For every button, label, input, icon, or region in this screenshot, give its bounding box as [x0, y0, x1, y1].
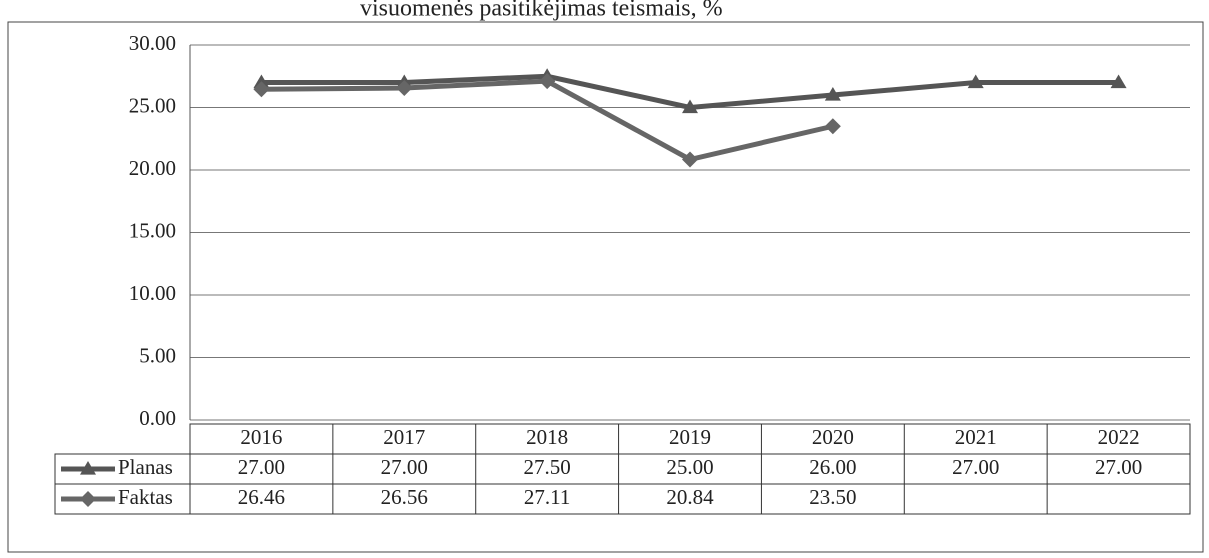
- table-value: 27.50: [524, 455, 571, 479]
- x-tick-label: 2021: [955, 425, 997, 449]
- legend-marker: [80, 491, 96, 507]
- table-value: 27.00: [1095, 455, 1142, 479]
- table-value: 27.00: [952, 455, 999, 479]
- y-tick-label: 30.00: [129, 31, 176, 55]
- table-value: 26.00: [809, 455, 856, 479]
- data-point: [253, 81, 270, 98]
- legend-marker: [80, 461, 96, 475]
- table-header: [189, 423, 1191, 515]
- y-tick-label: 15.00: [129, 218, 176, 242]
- data-line: [261, 78, 834, 163]
- legend-label: Planas: [118, 455, 173, 479]
- x-tick-label: 2022: [1098, 425, 1140, 449]
- table-value: 27.00: [381, 455, 428, 479]
- table-value: 25.00: [666, 455, 713, 479]
- x-tick-label: 2019: [669, 425, 711, 449]
- data-point: [967, 74, 984, 89]
- y-tick-label: 0.00: [139, 406, 176, 430]
- table-value: 26.46: [238, 485, 285, 509]
- y-tick-label: 10.00: [129, 281, 176, 305]
- chart-frame: [7, 21, 1204, 553]
- legend-label: Faktas: [118, 485, 173, 509]
- data-point: [396, 80, 413, 96]
- data-point: [1110, 74, 1127, 89]
- y-tick-label: 25.00: [129, 93, 176, 117]
- data-point: [824, 118, 841, 135]
- chart-title: visuomenės pasitikėjimas teismais, %: [360, 0, 723, 22]
- table-value: 26.56: [381, 485, 428, 509]
- data-point: [682, 151, 698, 168]
- data-point: [539, 73, 556, 90]
- x-tick-label: 2016: [240, 425, 282, 449]
- x-tick-label: 2017: [383, 425, 425, 449]
- table-value: 27.11: [524, 485, 570, 509]
- table-value: 23.50: [809, 485, 856, 509]
- y-tick-label: 5.00: [139, 343, 176, 367]
- x-tick-label: 2020: [812, 425, 854, 449]
- data-point: [824, 87, 841, 101]
- table-value: 20.84: [666, 485, 714, 509]
- table-value: 27.00: [238, 455, 285, 479]
- y-tick-label: 20.00: [129, 156, 176, 180]
- data-point: [682, 99, 698, 114]
- x-tick-label: 2018: [526, 425, 568, 449]
